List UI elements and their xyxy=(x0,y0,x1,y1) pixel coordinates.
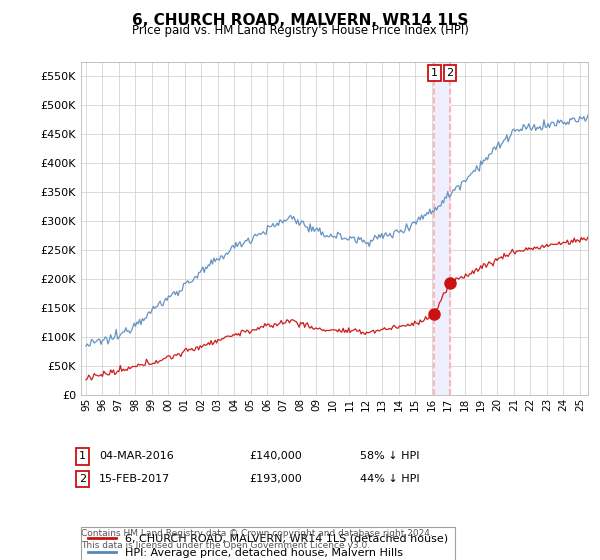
Text: 04-MAR-2016: 04-MAR-2016 xyxy=(99,451,174,461)
Text: £193,000: £193,000 xyxy=(249,474,302,484)
Text: 2: 2 xyxy=(79,474,86,484)
Text: 1: 1 xyxy=(431,68,438,78)
Legend: 6, CHURCH ROAD, MALVERN, WR14 1LS (detached house), HPI: Average price, detached: 6, CHURCH ROAD, MALVERN, WR14 1LS (detac… xyxy=(82,527,455,560)
Text: Price paid vs. HM Land Registry's House Price Index (HPI): Price paid vs. HM Land Registry's House … xyxy=(131,24,469,37)
Text: 44% ↓ HPI: 44% ↓ HPI xyxy=(360,474,419,484)
Bar xyxy=(434,62,450,395)
Text: 1: 1 xyxy=(79,451,86,461)
Text: 2: 2 xyxy=(446,68,454,78)
Text: 15-FEB-2017: 15-FEB-2017 xyxy=(99,474,170,484)
Text: 6, CHURCH ROAD, MALVERN, WR14 1LS: 6, CHURCH ROAD, MALVERN, WR14 1LS xyxy=(132,13,468,28)
Text: £140,000: £140,000 xyxy=(249,451,302,461)
Text: 58% ↓ HPI: 58% ↓ HPI xyxy=(360,451,419,461)
Text: Contains HM Land Registry data © Crown copyright and database right 2024.
This d: Contains HM Land Registry data © Crown c… xyxy=(81,529,433,550)
